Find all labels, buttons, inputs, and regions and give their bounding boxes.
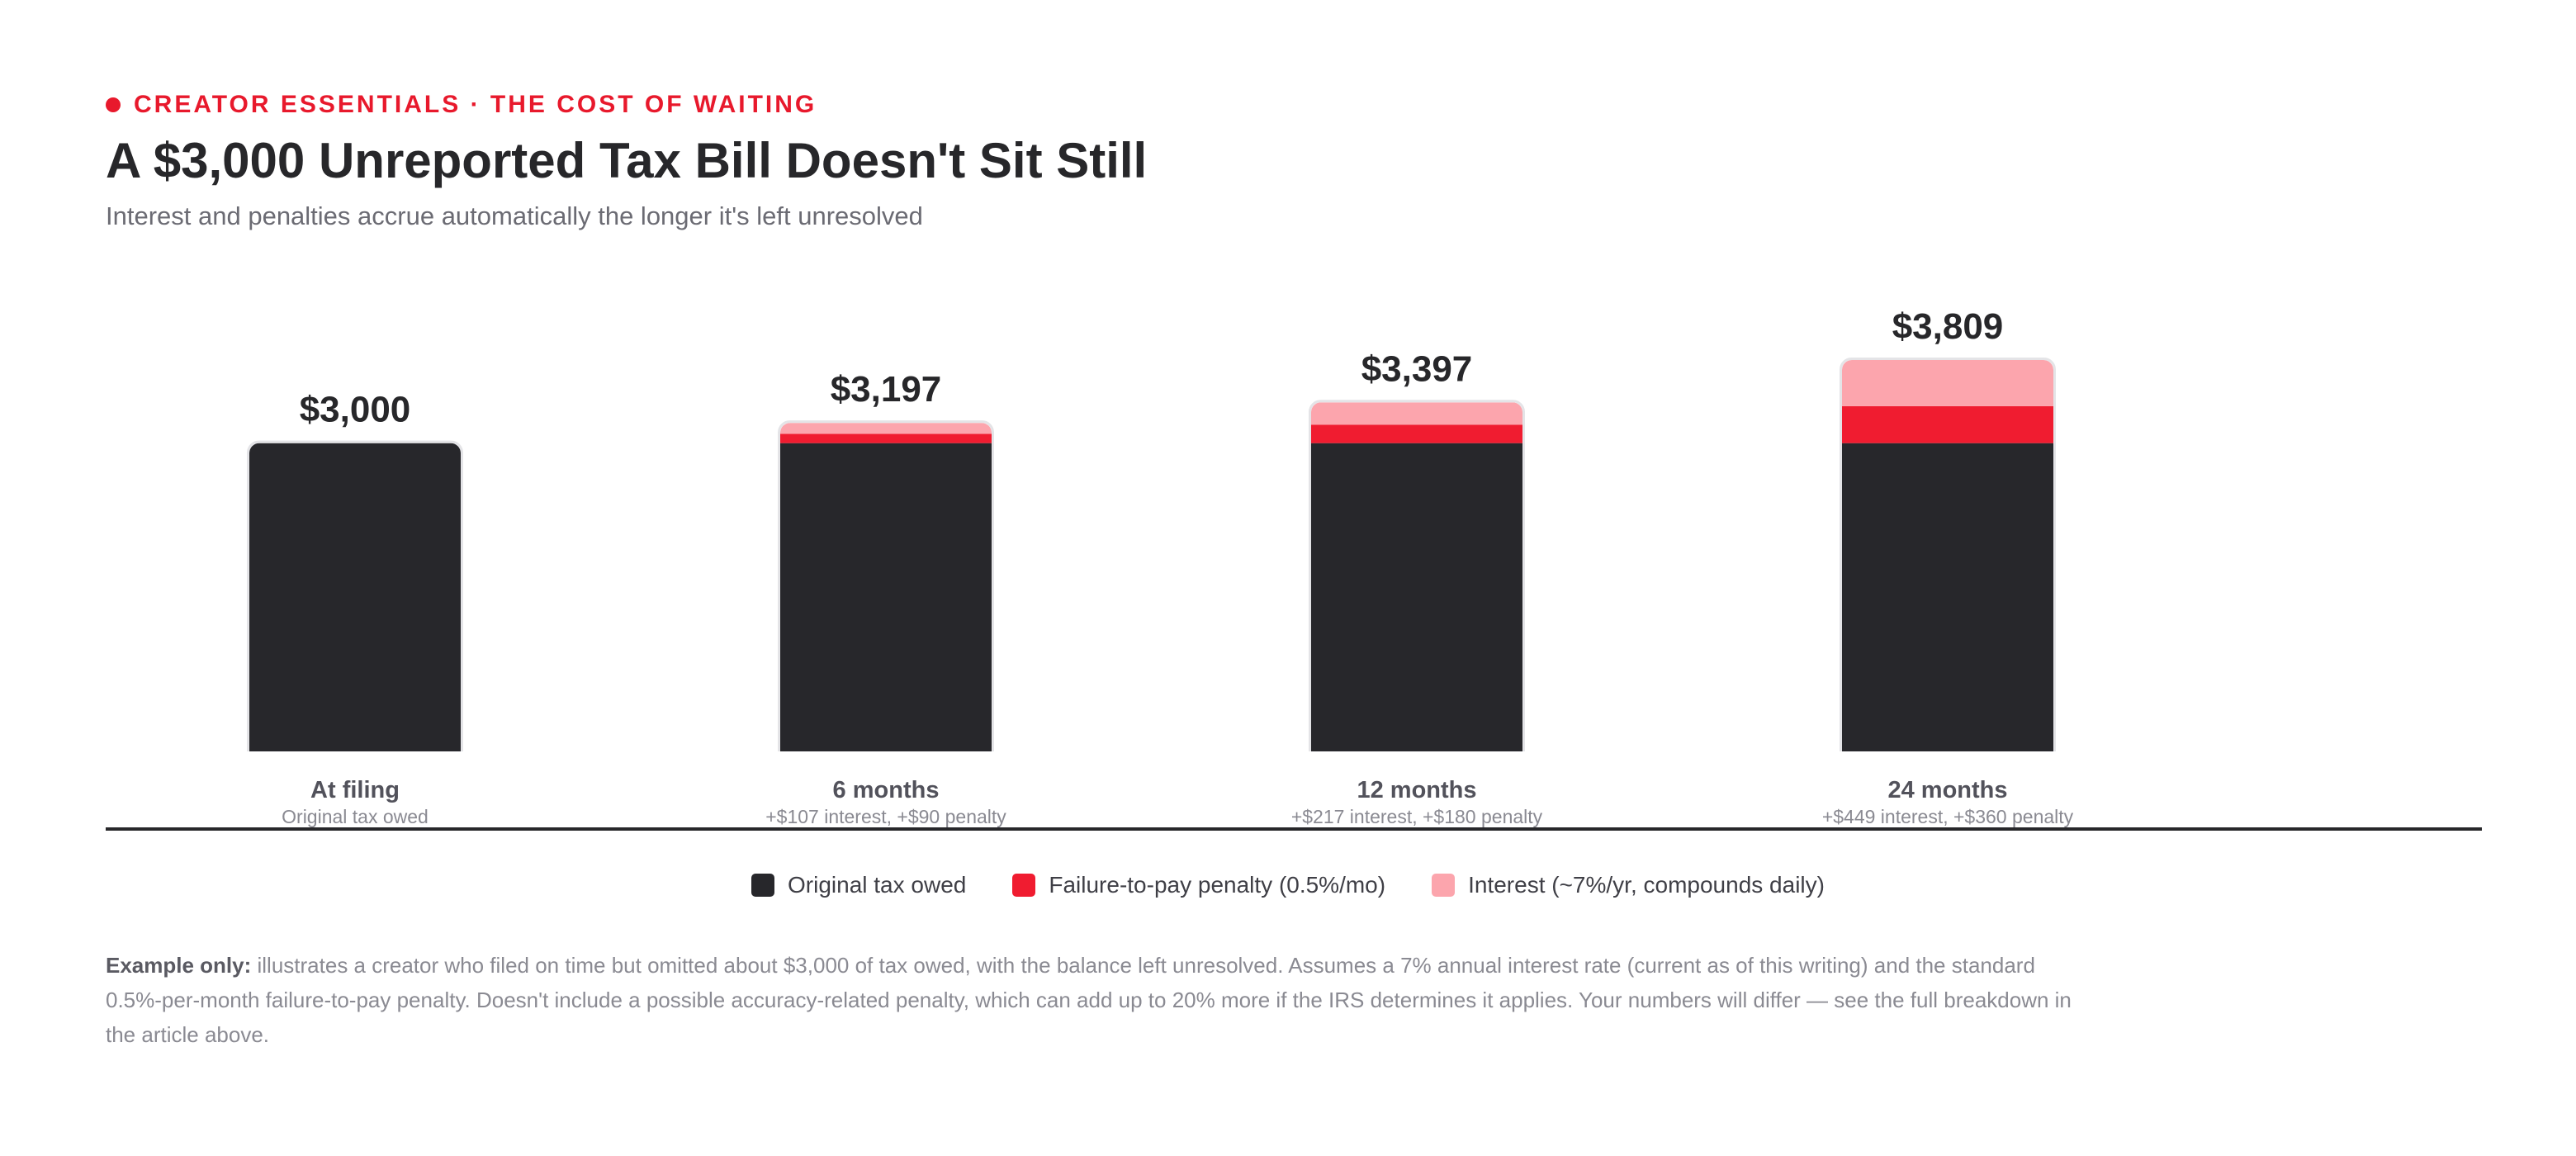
chart-title: A $3,000 Unreported Tax Bill Doesn't Sit… xyxy=(106,133,1148,188)
bar-segment-1-1 xyxy=(780,434,992,443)
total-label-1: $3,197 xyxy=(831,369,942,410)
eyebrow: CREATOR ESSENTIALS · THE COST OF WAITING xyxy=(106,91,817,119)
bar-group-0 xyxy=(249,443,461,751)
bar-segment-0-0 xyxy=(249,443,461,751)
stacked-bar-chart: $3,000 $3,197 $3,397 $3,809 At filing Origina… xyxy=(0,306,2576,831)
bar-group-2 xyxy=(1311,402,1522,751)
footnote-text: illustrates a creator who filed on time … xyxy=(106,953,2072,1047)
chart-subtitle: Interest and penalties accrue automatica… xyxy=(106,201,923,230)
bar-segment-1-0 xyxy=(780,443,992,751)
legend-item-penalty: Failure-to-pay penalty (0.5%/mo) xyxy=(1012,872,1385,898)
total-label-0: $3,000 xyxy=(300,390,411,430)
legend-item-original: Original tax owed xyxy=(751,872,966,898)
category-label-0: At filing xyxy=(310,777,400,803)
category-note-1: +$107 interest, +$90 penalty xyxy=(765,806,1006,827)
category-label-2: 12 months xyxy=(1357,777,1476,803)
legend-label-penalty: Failure-to-pay penalty (0.5%/mo) xyxy=(1049,872,1386,898)
bar-segment-2-0 xyxy=(1311,443,1522,751)
bar-segment-3-1 xyxy=(1842,405,2053,443)
category-label-1: 6 months xyxy=(833,777,940,803)
bar-segment-2-2 xyxy=(1311,402,1522,425)
bar-segment-1-2 xyxy=(780,423,992,434)
footnote-lead: Example only: xyxy=(106,953,252,978)
legend-swatch-original xyxy=(751,874,775,897)
legend-label-original: Original tax owed xyxy=(788,872,967,898)
bar-segment-3-2 xyxy=(1842,360,2053,406)
eyebrow-dot-icon xyxy=(106,97,121,112)
bar-group-3 xyxy=(1842,360,2053,751)
bar-segment-2-1 xyxy=(1311,424,1522,443)
baseline xyxy=(106,827,2482,831)
total-label-3: $3,809 xyxy=(1892,306,2004,347)
legend-label-interest: Interest (~7%/yr, compounds daily) xyxy=(1468,872,1825,898)
total-label-2: $3,397 xyxy=(1361,348,1473,389)
footnote: Example only: illustrates a creator who … xyxy=(106,948,2087,1052)
bar-segment-3-0 xyxy=(1842,443,2053,751)
legend-swatch-penalty xyxy=(1012,874,1036,897)
chart-legend: Original tax owed Failure-to-pay penalty… xyxy=(0,872,2576,898)
category-label-3: 24 months xyxy=(1887,777,2007,803)
bar-group-1 xyxy=(780,423,992,751)
legend-swatch-interest xyxy=(1432,874,1456,897)
eyebrow-label: CREATOR ESSENTIALS · THE COST OF WAITING xyxy=(134,91,817,118)
bar-bottom-mask xyxy=(0,751,2576,776)
category-note-3: +$449 interest, +$360 penalty xyxy=(1822,806,2074,827)
legend-item-interest: Interest (~7%/yr, compounds daily) xyxy=(1432,872,1825,898)
category-note-2: +$217 interest, +$180 penalty xyxy=(1291,806,1543,827)
category-note-0: Original tax owed xyxy=(282,806,429,827)
